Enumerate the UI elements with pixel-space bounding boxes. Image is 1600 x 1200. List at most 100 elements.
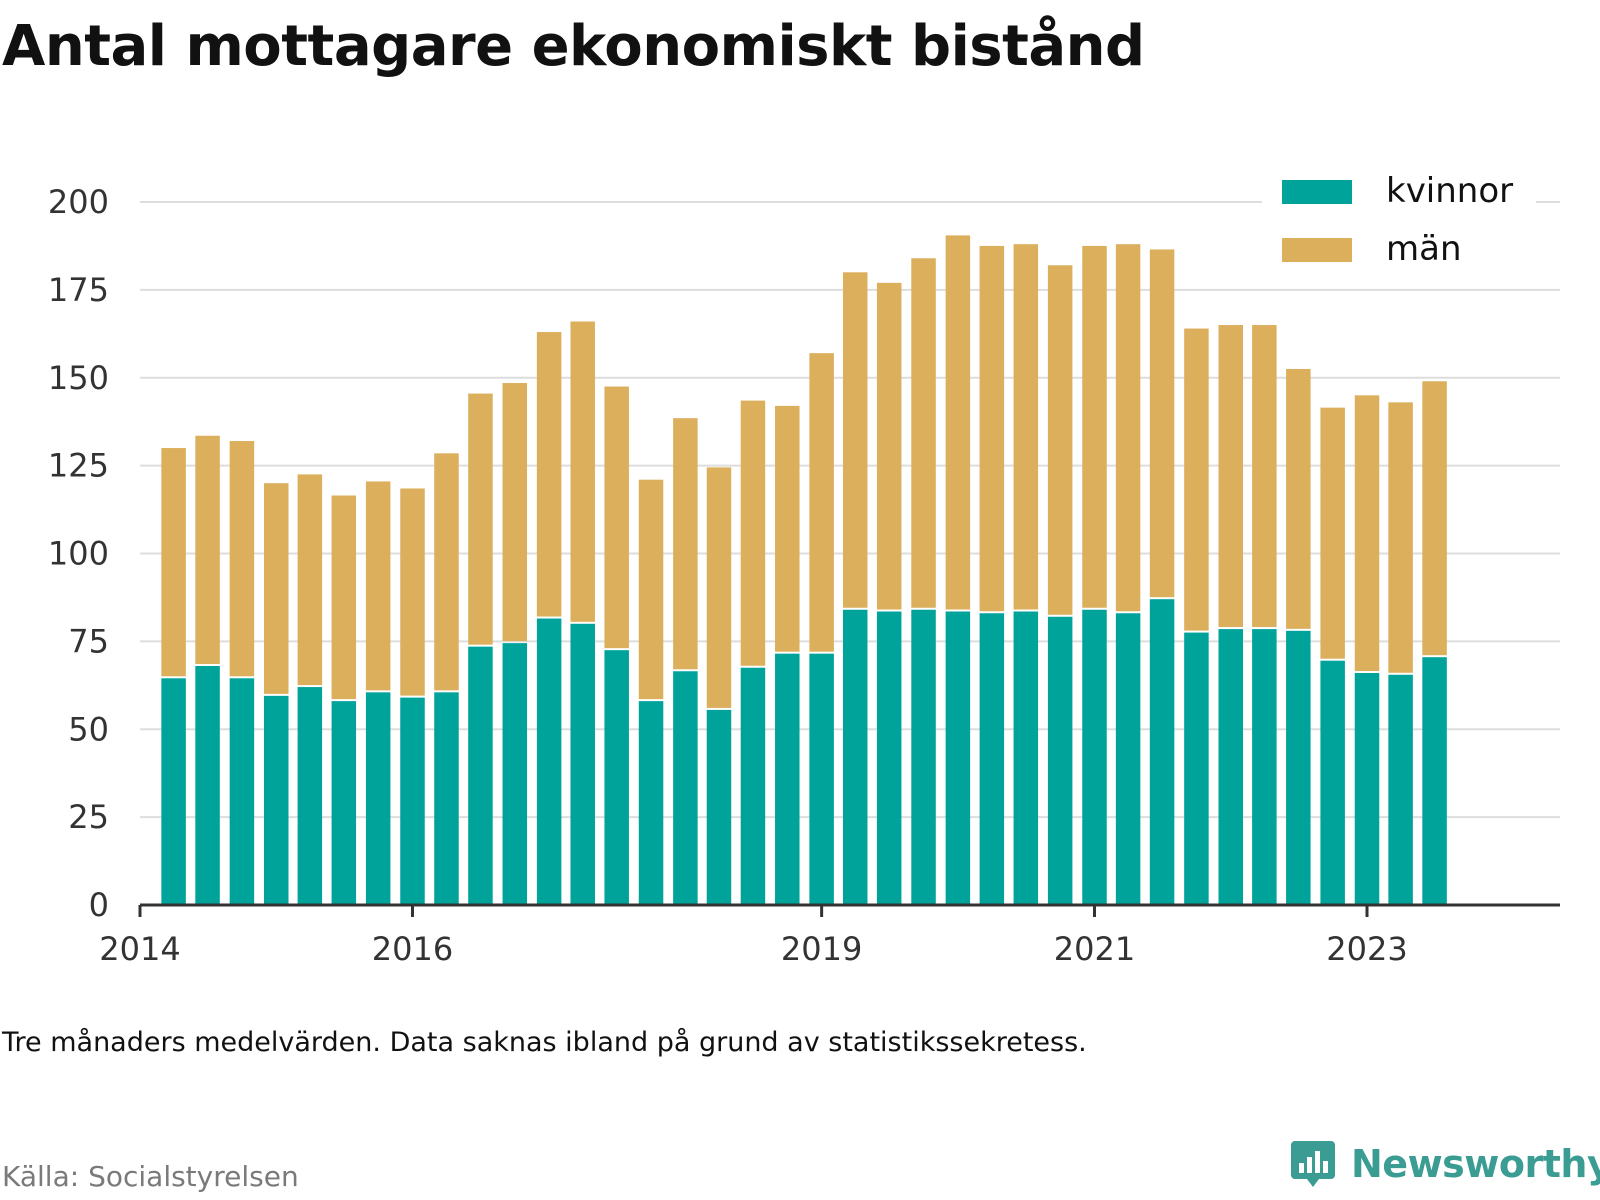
newsworthy-bar-chart-icon xyxy=(1291,1141,1335,1187)
bar-man-2018-04-01 xyxy=(706,467,732,708)
bar-kvinnor-2018-04-01 xyxy=(706,709,732,905)
bar-man-2014-10-01 xyxy=(229,441,255,677)
bar-kvinnor-2021-04-01 xyxy=(1115,613,1141,905)
source-label: Källa: Socialstyrelsen xyxy=(2,1160,299,1193)
bar-kvinnor-2019-07-01 xyxy=(876,611,902,905)
x-tick-label: 2021 xyxy=(1054,930,1135,968)
bar-kvinnor-2020-10-01 xyxy=(1047,616,1073,905)
bar-man-2014-07-01 xyxy=(195,435,220,664)
bar-kvinnor-2015-10-01 xyxy=(365,692,391,905)
bar-man-2020-01-01 xyxy=(945,235,971,610)
chart-title: Antal mottagare ekonomiskt bistånd xyxy=(2,14,1145,79)
bar-kvinnor-2018-07-01 xyxy=(740,667,766,905)
bar-kvinnor-2019-10-01 xyxy=(911,609,936,905)
legend-swatch-kvinnor xyxy=(1282,180,1352,204)
bar-kvinnor-2020-04-01 xyxy=(979,613,1005,905)
bar-man-2023-07-01 xyxy=(1422,381,1447,656)
bar-man-2015-04-01 xyxy=(297,474,323,686)
bar-man-2018-01-01 xyxy=(673,418,698,670)
bar-kvinnor-2019-01-01 xyxy=(809,653,834,905)
y-tick-label: 75 xyxy=(68,622,109,660)
bar-man-2023-01-01 xyxy=(1354,395,1380,672)
x-tick-label: 2023 xyxy=(1326,930,1407,968)
chart-note: Tre månaders medelvärden. Data saknas ib… xyxy=(2,1027,1087,1058)
bar-man-2015-07-01 xyxy=(331,495,357,700)
bar-kvinnor-2022-10-01 xyxy=(1320,660,1345,905)
bar-kvinnor-2017-01-01 xyxy=(536,618,562,905)
bar-kvinnor-2015-04-01 xyxy=(297,687,323,905)
x-tick-label: 2019 xyxy=(781,930,862,968)
bar-man-2020-10-01 xyxy=(1047,265,1073,615)
bar-kvinnor-2015-07-01 xyxy=(331,701,357,905)
brand-logo: Newsworthy xyxy=(1289,1139,1600,1189)
legend: kvinnor män xyxy=(1262,170,1536,282)
bar-kvinnor-2016-01-01 xyxy=(400,697,425,905)
y-tick-label: 0 xyxy=(89,886,109,924)
bar-kvinnor-2023-01-01 xyxy=(1354,673,1380,905)
bar-kvinnor-2020-07-01 xyxy=(1013,611,1039,905)
bar-man-2021-04-01 xyxy=(1115,244,1141,612)
bar-man-2018-07-01 xyxy=(740,400,766,666)
bar-kvinnor-2014-07-01 xyxy=(195,665,220,905)
bar-kvinnor-2014-04-01 xyxy=(161,678,186,905)
bar-man-2015-10-01 xyxy=(365,481,391,691)
bar-kvinnor-2022-04-01 xyxy=(1252,629,1277,905)
bar-kvinnor-2018-01-01 xyxy=(673,671,698,905)
bar-man-2018-10-01 xyxy=(775,405,800,652)
bar-man-2017-01-01 xyxy=(536,332,562,617)
bar-man-2017-04-01 xyxy=(570,321,595,622)
bar-kvinnor-2015-01-01 xyxy=(264,695,289,905)
bar-kvinnor-2016-04-01 xyxy=(434,692,459,905)
axes: 0 25 50 75 100 125 150 175 200 2014 2016 2019 2021 20… xyxy=(48,183,1560,968)
bar-kvinnor-2017-10-01 xyxy=(638,701,664,905)
bar-man-2021-07-01 xyxy=(1149,249,1175,598)
legend-label: kvinnor xyxy=(1386,171,1513,211)
bar-kvinnor-2022-01-01 xyxy=(1218,629,1244,905)
bar-man-2020-07-01 xyxy=(1013,244,1039,610)
x-tick-label: 2014 xyxy=(99,930,180,968)
y-tick-label: 150 xyxy=(48,359,109,397)
x-tick-label: 2016 xyxy=(372,930,453,968)
bar-man-2019-10-01 xyxy=(911,258,936,608)
bar-man-2014-04-01 xyxy=(161,448,186,677)
bar-kvinnor-2018-10-01 xyxy=(775,653,800,905)
bar-kvinnor-2017-04-01 xyxy=(570,623,595,905)
bar-kvinnor-2016-10-01 xyxy=(502,643,528,905)
bar-man-2017-10-01 xyxy=(638,479,664,700)
stacked-bar-chart: 0 25 50 75 100 125 150 175 200 2014 2016 2019 2021 20… xyxy=(48,170,1560,968)
bar-man-2019-07-01 xyxy=(876,282,902,610)
bar-kvinnor-2021-07-01 xyxy=(1149,599,1175,905)
bar-man-2020-04-01 xyxy=(979,245,1005,612)
bar-man-2021-01-01 xyxy=(1082,245,1107,608)
bar-man-2016-10-01 xyxy=(502,383,528,642)
y-tick-label: 25 xyxy=(68,798,109,836)
bar-man-2019-04-01 xyxy=(842,272,868,608)
legend-swatch-man xyxy=(1282,238,1352,262)
bar-man-2022-07-01 xyxy=(1286,368,1311,629)
bar-man-2016-04-01 xyxy=(434,453,459,691)
bar-man-2016-01-01 xyxy=(400,488,425,696)
bar-kvinnor-2016-07-01 xyxy=(468,646,493,905)
bar-kvinnor-2019-04-01 xyxy=(842,609,868,905)
bar-man-2015-01-01 xyxy=(264,483,289,694)
bar-kvinnor-2022-07-01 xyxy=(1286,630,1311,905)
brand-name: Newsworthy xyxy=(1351,1142,1600,1186)
y-tick-label: 50 xyxy=(68,710,109,748)
y-tick-label: 125 xyxy=(48,447,109,485)
legend-label: män xyxy=(1386,229,1462,269)
bar-kvinnor-2023-07-01 xyxy=(1422,657,1447,905)
bar-man-2022-04-01 xyxy=(1252,325,1277,628)
bar-kvinnor-2020-01-01 xyxy=(945,611,971,905)
bar-kvinnor-2017-07-01 xyxy=(604,650,629,905)
bar-man-2016-07-01 xyxy=(468,393,493,645)
bar-kvinnor-2014-10-01 xyxy=(229,678,255,905)
bar-man-2021-10-01 xyxy=(1184,328,1209,631)
y-tick-label: 200 xyxy=(48,183,109,221)
bar-kvinnor-2023-04-01 xyxy=(1388,674,1413,905)
bar-kvinnor-2021-01-01 xyxy=(1082,609,1107,905)
y-tick-label: 100 xyxy=(48,535,109,573)
bar-man-2019-01-01 xyxy=(809,353,834,652)
bars xyxy=(161,235,1447,905)
bar-man-2022-10-01 xyxy=(1320,407,1345,659)
bar-kvinnor-2021-10-01 xyxy=(1184,632,1209,905)
